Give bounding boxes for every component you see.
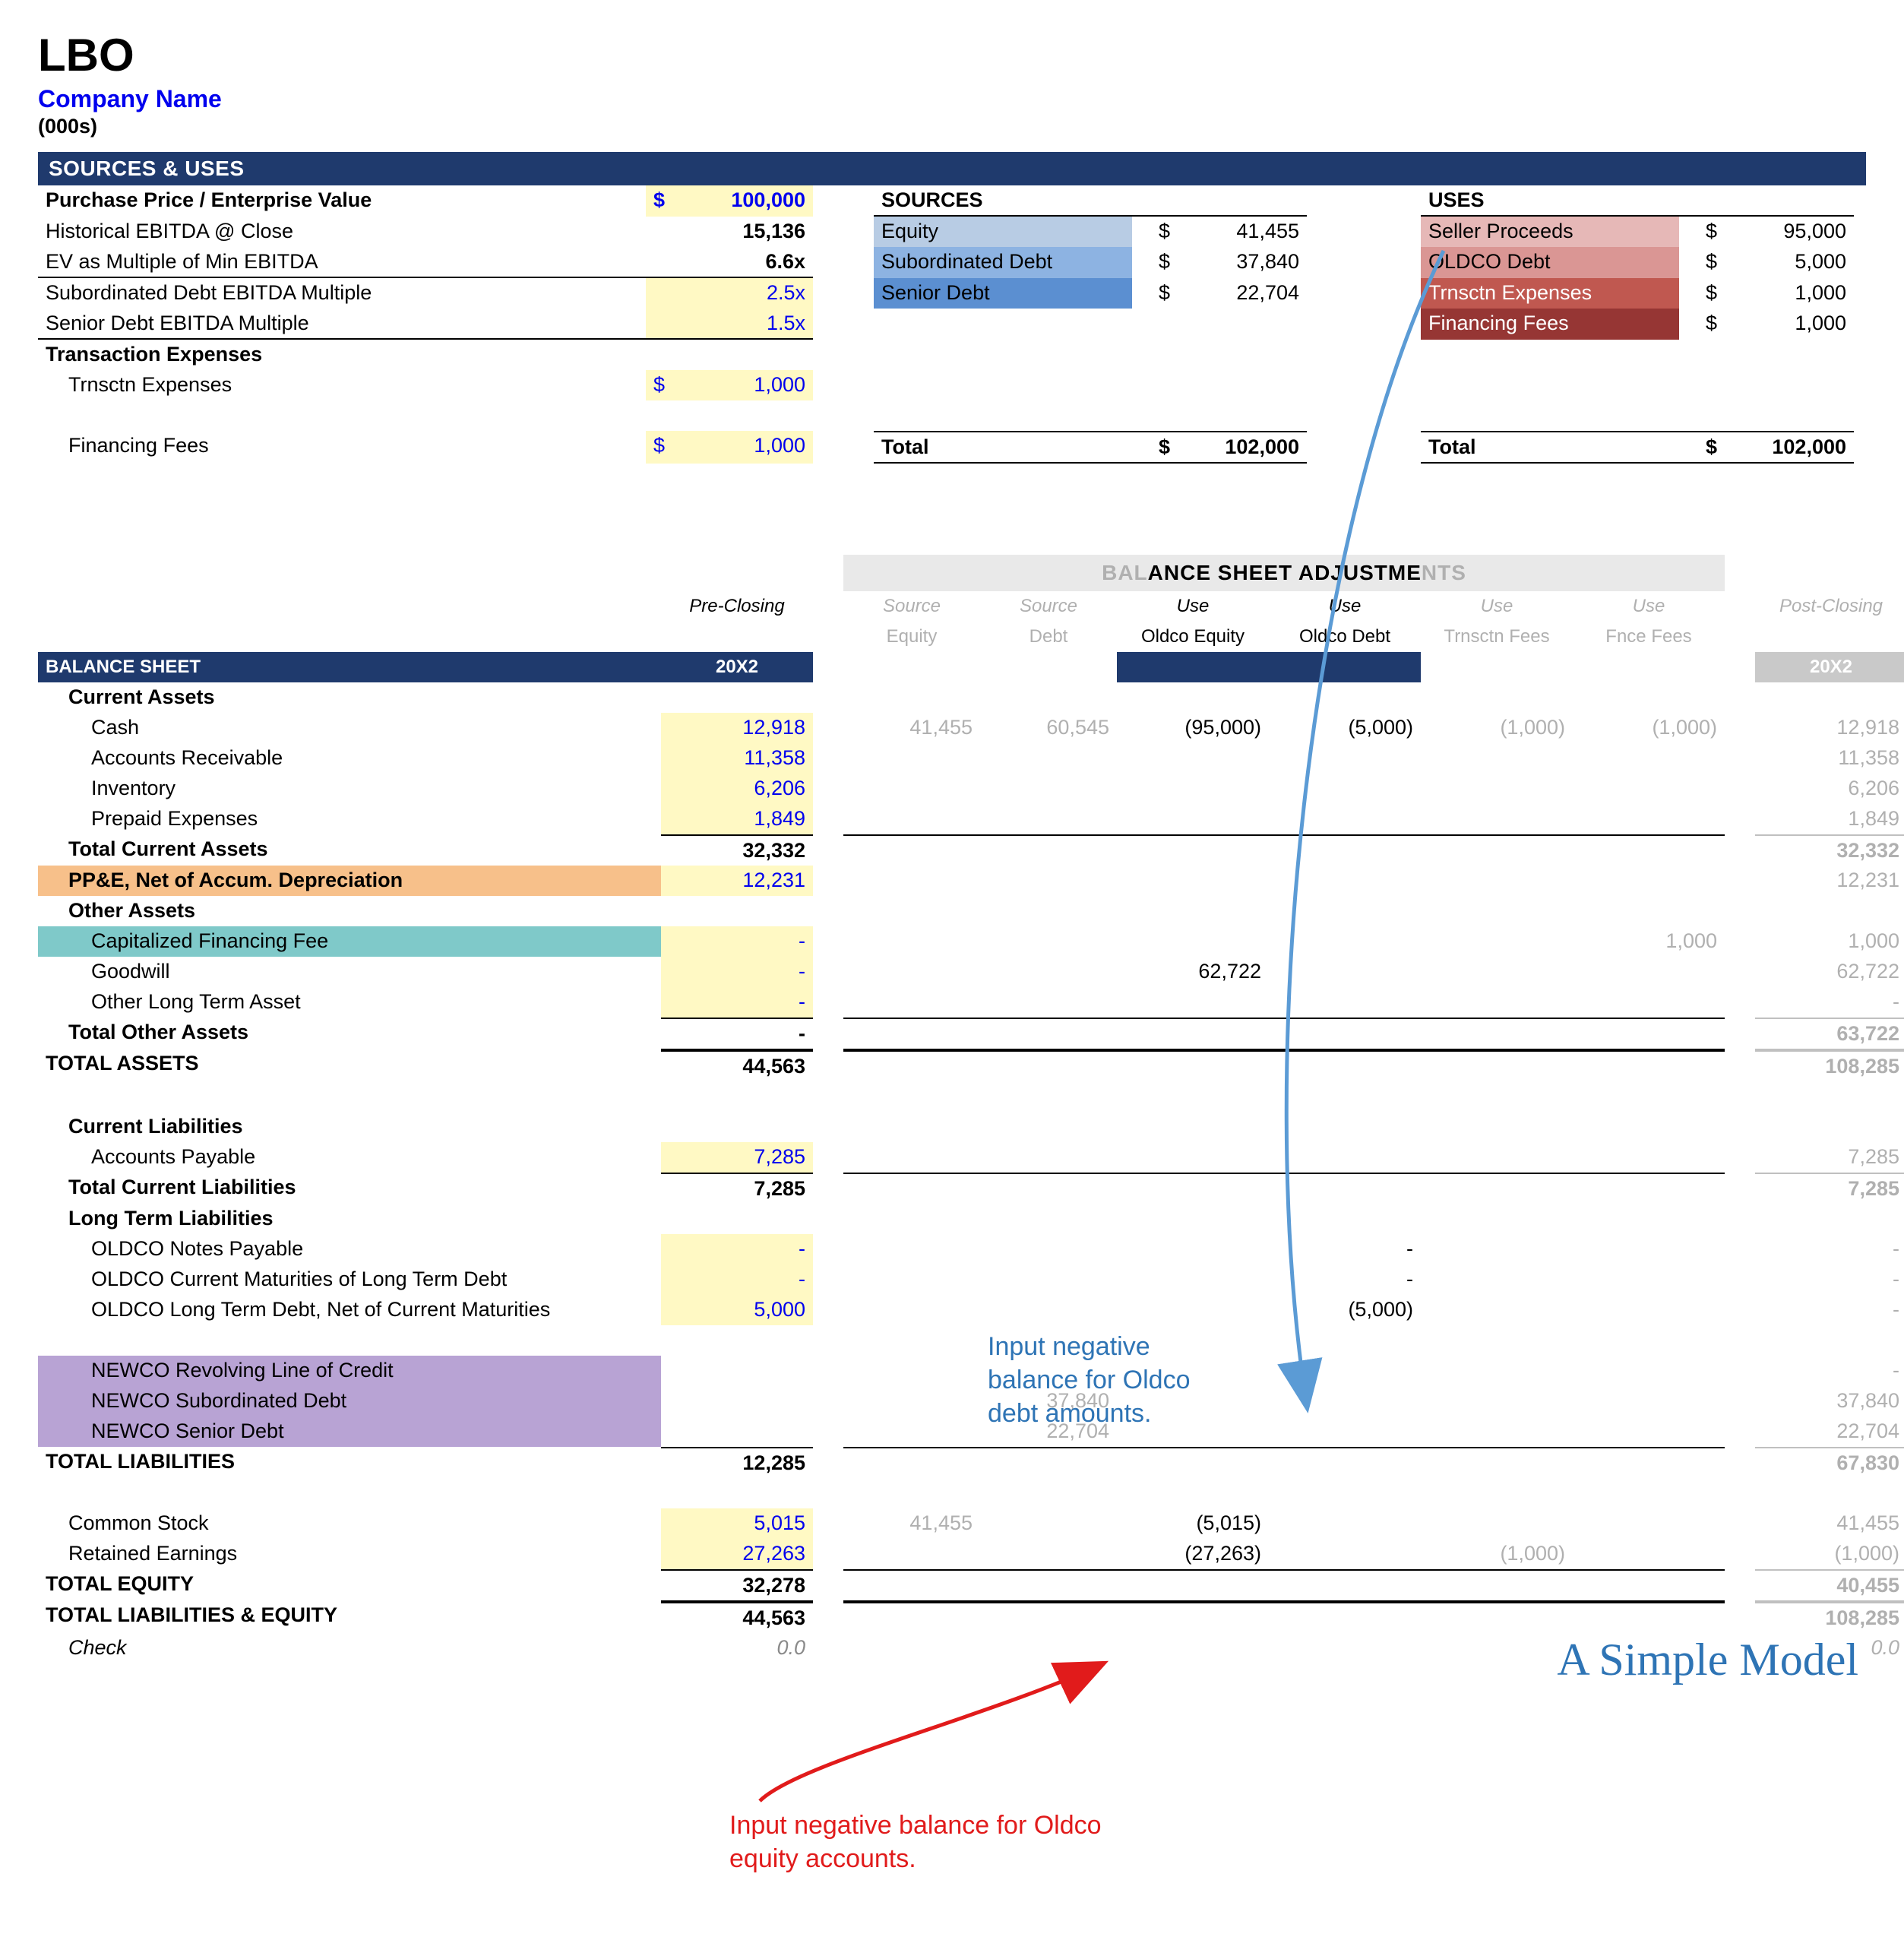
company-name: Company Name [38, 85, 1866, 113]
page-title: LBO [38, 30, 1866, 81]
bs-adjustments-band: BALANCE SHEET ADJUSTMENTS [843, 555, 1725, 591]
balance-sheet-band: BALANCE SHEET [38, 652, 661, 682]
sources-uses-band: SOURCES & USES [38, 152, 1866, 185]
annotation-blue: Input negative balance for Oldco debt am… [988, 1330, 1246, 1431]
annotation-red: Input negative balance for Oldco equity … [729, 1809, 1155, 1875]
footer-brand: A Simple Model [1557, 1634, 1858, 1686]
units-label: (000s) [38, 115, 1866, 138]
